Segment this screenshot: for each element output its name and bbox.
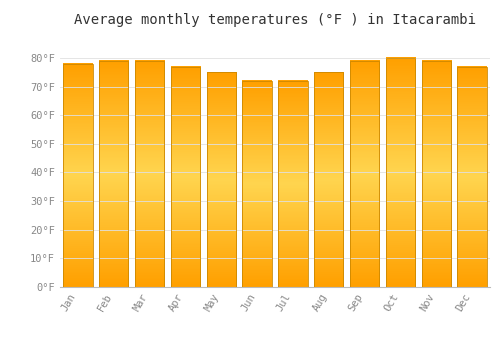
Bar (458, 66, 487, 287)
Bar (242, 81, 272, 287)
Bar (63, 64, 92, 287)
Bar (350, 61, 380, 287)
Bar (314, 72, 344, 287)
Bar (99, 61, 128, 287)
Bar (386, 58, 415, 287)
Bar (206, 72, 236, 287)
Bar (135, 61, 164, 287)
Bar (170, 66, 200, 287)
Bar (422, 61, 451, 287)
Title: Average monthly temperatures (°F ) in Itacarambi: Average monthly temperatures (°F ) in It… (74, 13, 476, 27)
Bar (278, 81, 308, 287)
